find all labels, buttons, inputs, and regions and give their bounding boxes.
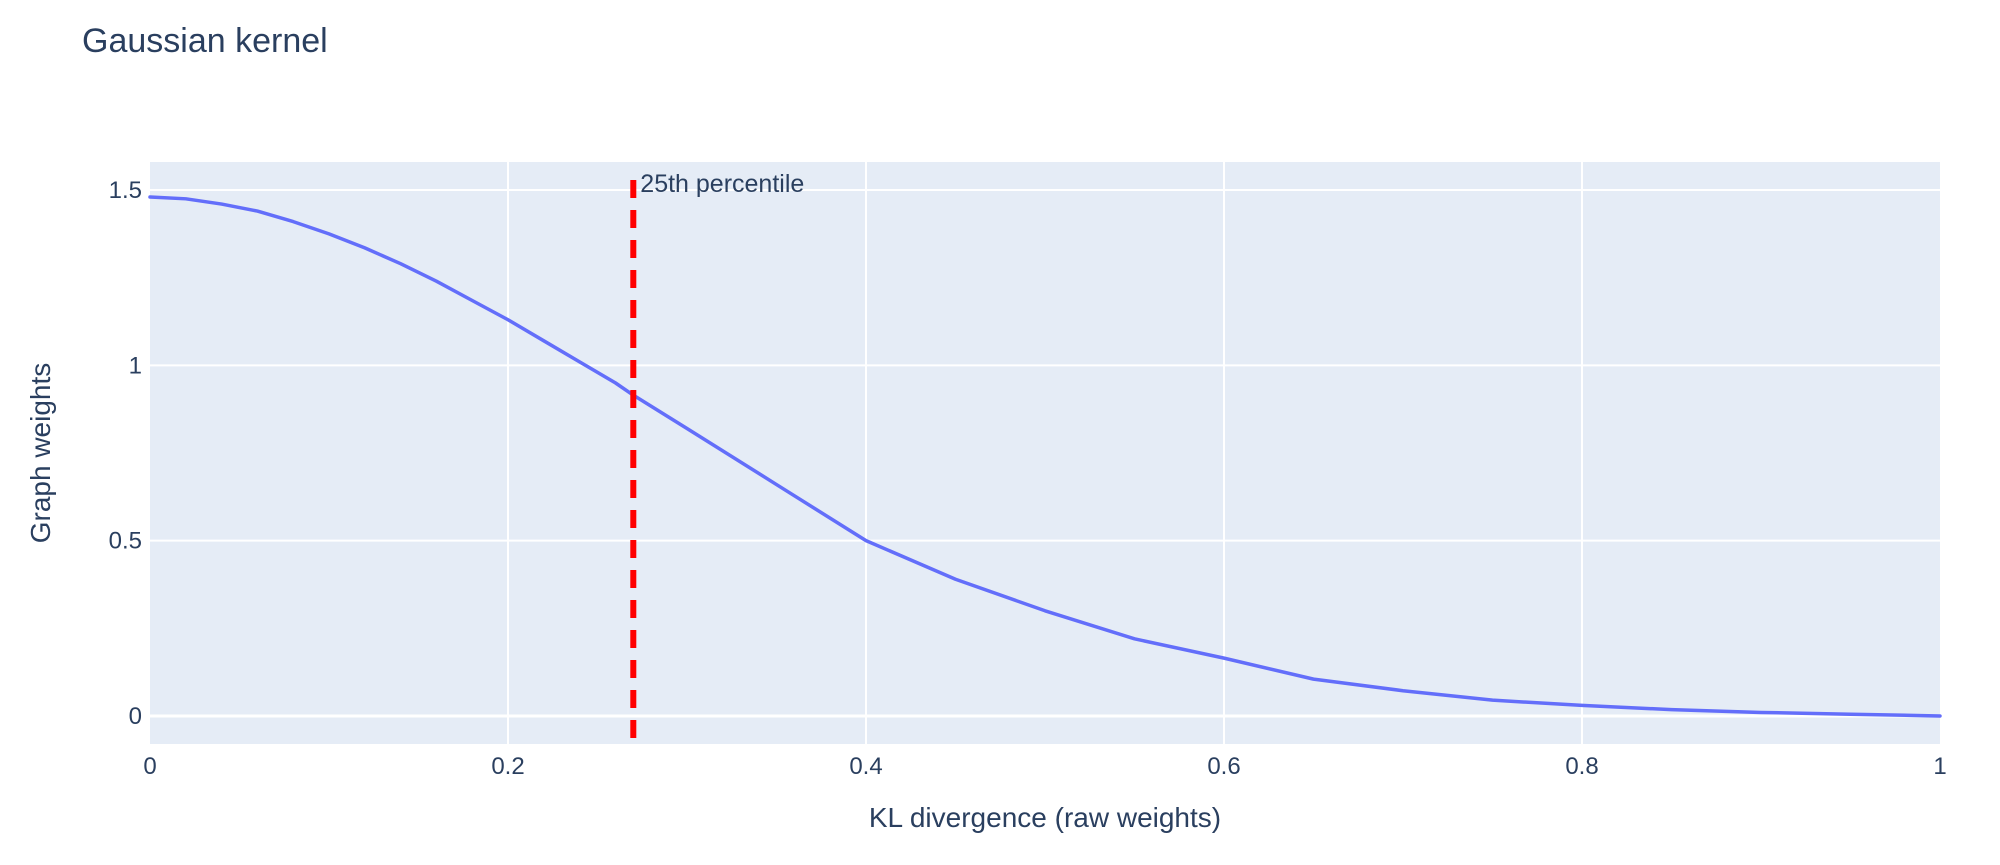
grid-lines xyxy=(150,162,1940,744)
percentile-marker: 25th percentile xyxy=(630,170,804,744)
y-axis-label: Graph weights xyxy=(25,363,56,544)
x-tick-label: 0 xyxy=(143,753,156,780)
x-tick-label: 0.8 xyxy=(1565,753,1598,780)
chart-title: Gaussian kernel xyxy=(82,22,328,60)
x-axis-ticks: 0 0.2 0.4 0.6 0.8 1 xyxy=(143,753,1946,780)
series-layer xyxy=(148,195,1942,718)
y-tick-label: 0 xyxy=(129,703,142,730)
y-tick-label: 0.5 xyxy=(109,528,142,555)
plot-area xyxy=(150,162,1940,744)
x-tick-label: 0.4 xyxy=(849,753,882,780)
x-tick-label: 0.6 xyxy=(1207,753,1240,780)
gaussian-kernel-line xyxy=(148,195,1942,718)
percentile-label: 25th percentile xyxy=(640,170,804,198)
y-tick-label: 1.5 xyxy=(109,177,142,204)
x-axis-label: KL divergence (raw weights) xyxy=(869,802,1221,833)
x-tick-label: 1 xyxy=(1933,753,1946,780)
y-tick-label: 1 xyxy=(129,352,142,379)
x-tick-label: 0.2 xyxy=(491,753,524,780)
y-axis-ticks: 0 0.5 1 1.5 xyxy=(109,177,142,730)
